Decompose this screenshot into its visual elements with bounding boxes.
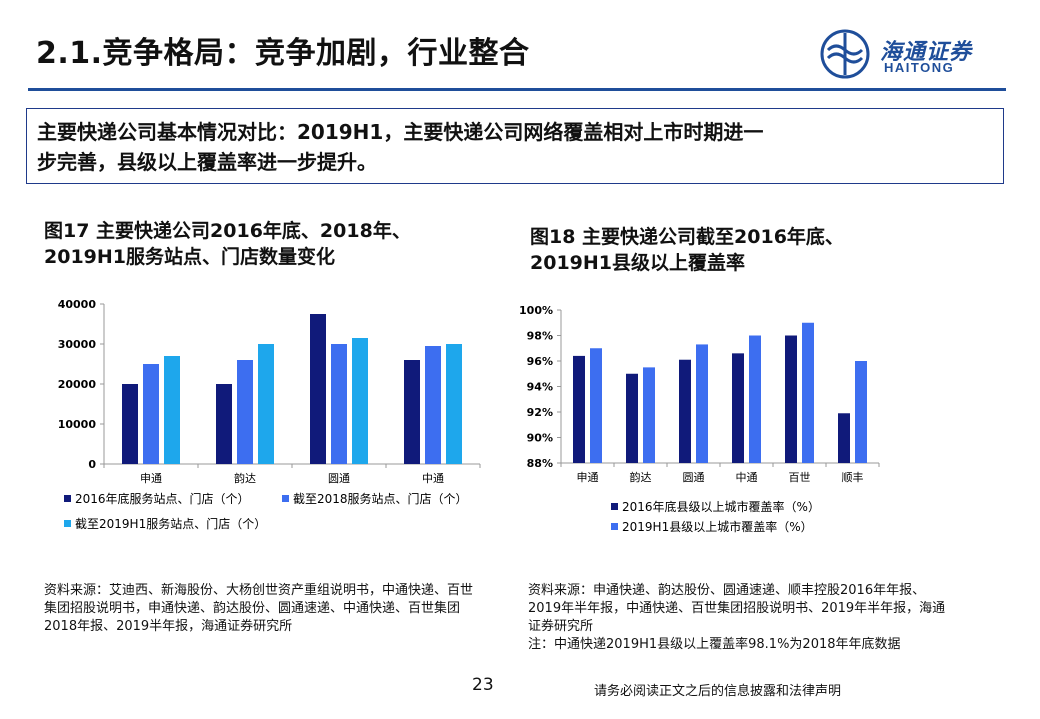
bar (310, 314, 326, 464)
x-category-label: 圆通 (328, 472, 350, 485)
x-category-label: 百世 (789, 471, 811, 484)
legend-label: 2016年底服务站点、门店（个） (75, 491, 250, 506)
figure-17-caption-line-2: 2019H1服务站点、门店数量变化 (44, 246, 336, 268)
bar (216, 384, 232, 464)
bar (855, 361, 867, 463)
legend-swatch (64, 520, 71, 527)
chart-service-stations-svg: 40000 30000 20000 10000 0 申通 韵达 圆通 中通 2016年底服务站点、… (58, 298, 481, 531)
bar (696, 344, 708, 463)
legal-disclaimer: 请务必阅读正文之后的信息披露和法律声明 (594, 684, 842, 699)
legend-label: 截至2019H1服务站点、门店（个） (75, 516, 266, 531)
x-category-label: 顺丰 (842, 471, 864, 484)
x-category-label: 中通 (422, 472, 444, 485)
bar (404, 360, 420, 464)
title-divider (28, 88, 1006, 91)
bar (164, 356, 180, 464)
y-tick-label: 92% (527, 406, 553, 419)
bar (838, 413, 850, 463)
bar (573, 355, 585, 463)
bar (785, 335, 797, 463)
figure-18-source: 资料来源：申通快递、韵达股份、圆通速递、顺丰控股2016年年报、2019年半年报… (528, 582, 948, 654)
legend-swatch (611, 523, 618, 530)
bar (626, 373, 638, 463)
bar (237, 360, 253, 464)
bar (425, 346, 441, 464)
haitong-emblem-icon (820, 29, 870, 79)
y-tick-label: 20000 (58, 378, 97, 391)
x-category-label: 申通 (140, 472, 162, 485)
bar (143, 364, 159, 464)
bar (331, 344, 347, 464)
bar (258, 344, 274, 464)
summary-box: 主要快递公司基本情况对比：2019H1，主要快递公司网络覆盖相对上市时期进一 步… (26, 108, 1004, 184)
y-tick-label: 88% (527, 457, 553, 470)
chart-service-stations: 40000 30000 20000 10000 0 申通 韵达 圆通 中通 2016年底服务站点、… (40, 290, 500, 540)
bar (679, 359, 691, 463)
bar (352, 338, 368, 464)
summary-line-2: 步完善，县级以上覆盖率进一步提升。 (37, 150, 377, 174)
legend-swatch (64, 495, 71, 502)
y-tick-label: 90% (527, 432, 553, 445)
legend-swatch (611, 503, 618, 510)
summary-line-1: 主要快递公司基本情况对比：2019H1，主要快递公司网络覆盖相对上市时期进一 (37, 120, 764, 144)
y-tick-label: 0 (88, 458, 96, 471)
figure-18-caption-line-2: 2019H1县级以上覆盖率 (530, 252, 746, 274)
bar (446, 344, 462, 464)
bar (643, 367, 655, 463)
bar (732, 353, 744, 463)
figure-18-source-text: 资料来源：申通快递、韵达股份、圆通速递、顺丰控股2016年年报、2019年半年报… (528, 583, 946, 634)
y-tick-label: 100% (519, 304, 553, 317)
x-category-label: 申通 (577, 471, 599, 484)
logo-english-text: HAITONG (884, 60, 955, 75)
x-category-label: 韵达 (234, 471, 256, 485)
page-number: 23 (472, 675, 494, 695)
chart-county-coverage-svg: 100% 98% 96% 94% 92% 90% 88% 申通 韵达 圆通 中通 百世 顺丰 2016年底… (519, 304, 880, 534)
y-tick-label: 30000 (58, 338, 97, 351)
bar (749, 335, 761, 463)
legend-label: 2019H1县级以上城市覆盖率（%） (622, 519, 813, 534)
figure-17-source: 资料来源：艾迪西、新海股份、大杨创世资产重组说明书，中通快递、百世集团招股说明书… (44, 583, 474, 634)
figure-17-caption: 图17 主要快递公司2016年底、2018年、 2019H1服务站点、门店数量变… (44, 218, 494, 270)
bar (122, 384, 138, 464)
legend-label: 截至2018服务站点、门店（个） (293, 491, 468, 506)
x-category-label: 中通 (736, 471, 758, 484)
company-logo: 海通证券 HAITONG (818, 28, 998, 80)
legend-label: 2016年底县级以上城市覆盖率（%） (622, 499, 820, 514)
chart-county-coverage: 100% 98% 96% 94% 92% 90% 88% 申通 韵达 圆通 中通 百世 顺丰 2016年底… (515, 298, 895, 538)
x-category-label: 韵达 (630, 470, 652, 484)
figure-18-caption: 图18 主要快递公司截至2016年底、 2019H1县级以上覆盖率 (530, 224, 1000, 276)
figure-18-caption-line-1: 图18 主要快递公司截至2016年底、 (530, 226, 844, 248)
y-tick-label: 94% (527, 381, 553, 394)
logo-chinese-text: 海通证券 (880, 39, 973, 65)
figure-17-caption-line-1: 图17 主要快递公司2016年底、2018年、 (44, 220, 411, 242)
bar (590, 348, 602, 463)
y-tick-label: 96% (527, 355, 553, 368)
bar (802, 322, 814, 463)
y-tick-label: 10000 (58, 418, 97, 431)
figure-18-source-note: 注：中通快递2019H1县级以上覆盖率98.1%为2018年年底数据 (528, 637, 901, 652)
x-category-label: 圆通 (683, 471, 705, 484)
page-title: 2.1.竞争格局：竞争加剧，行业整合 (36, 36, 530, 71)
y-tick-label: 40000 (58, 298, 97, 311)
y-tick-label: 98% (527, 330, 553, 343)
legend-swatch (282, 495, 289, 502)
